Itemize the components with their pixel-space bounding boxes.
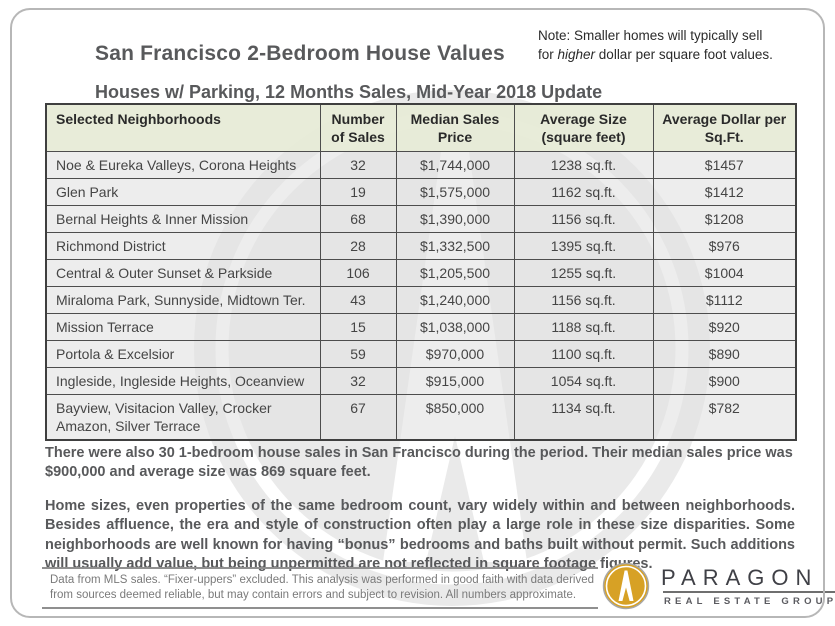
cell-neighborhood: Central & Outer Sunset & Parkside	[45, 259, 321, 287]
table-row: Central & Outer Sunset & Parkside 106 $1…	[45, 259, 797, 287]
header-neighborhoods: Selected Neighborhoods	[45, 103, 321, 152]
cell-average-dollar: $1412	[652, 178, 797, 206]
cell-median-price: $1,744,000	[395, 151, 515, 179]
cell-average-size: 1238 sq.ft.	[513, 151, 654, 179]
cell-number-of-sales: 28	[319, 232, 397, 260]
cell-neighborhood: Portola & Excelsior	[45, 340, 321, 368]
cell-average-dollar: $1208	[652, 205, 797, 233]
cell-average-size: 1156 sq.ft.	[513, 205, 654, 233]
cell-number-of-sales: 43	[319, 286, 397, 314]
cell-neighborhood: Bernal Heights & Inner Mission	[45, 205, 321, 233]
cell-average-size: 1395 sq.ft.	[513, 232, 654, 260]
cell-median-price: $1,038,000	[395, 313, 515, 341]
note-text: Note: Smaller homes will typically sell …	[538, 27, 823, 65]
cell-average-dollar: $1112	[652, 286, 797, 314]
cell-median-price: $850,000	[395, 394, 515, 441]
table-row: Mission Terrace 15 $1,038,000 1188 sq.ft…	[45, 313, 797, 341]
disclaimer: Data from MLS sales. “Fixer-uppers” excl…	[42, 567, 598, 609]
table-header-row: Selected Neighborhoods Number of Sales M…	[45, 103, 797, 152]
table-row: Bayview, Visitacion Valley, Crocker Amaz…	[45, 394, 797, 441]
cell-neighborhood: Noe & Eureka Valleys, Corona Heights	[45, 151, 321, 179]
header-number-of-sales: Number of Sales	[319, 103, 397, 152]
logo-divider	[663, 590, 835, 593]
cell-number-of-sales: 67	[319, 394, 397, 441]
cell-average-size: 1156 sq.ft.	[513, 286, 654, 314]
cell-number-of-sales: 15	[319, 313, 397, 341]
cell-average-size: 1100 sq.ft.	[513, 340, 654, 368]
cell-average-dollar: $976	[652, 232, 797, 260]
cell-median-price: $915,000	[395, 367, 515, 395]
cell-neighborhood: Richmond District	[45, 232, 321, 260]
cell-average-dollar: $782	[652, 394, 797, 441]
paragraph-1bedroom-sales: There were also 30 1-bedroom house sales…	[45, 445, 793, 481]
note-line1: Note: Smaller homes will typically sell	[538, 28, 763, 43]
note-line2-prefix: for	[538, 46, 558, 62]
cell-median-price: $1,332,500	[395, 232, 515, 260]
cell-neighborhood: Ingleside, Ingleside Heights, Oceanview	[45, 367, 321, 395]
cell-average-dollar: $900	[652, 367, 797, 395]
header-average-dollar: Average Dollar per Sq.Ft.	[652, 103, 797, 152]
cell-average-dollar: $890	[652, 340, 797, 368]
cell-average-dollar: $1004	[652, 259, 797, 287]
table-row: Bernal Heights & Inner Mission 68 $1,390…	[45, 205, 797, 233]
cell-number-of-sales: 19	[319, 178, 397, 206]
logo-text: PARAGON REAL ESTATE GROUP	[661, 564, 835, 607]
cell-median-price: $1,390,000	[395, 205, 515, 233]
cell-median-price: $1,205,500	[395, 259, 515, 287]
paragon-circle-icon	[602, 562, 650, 610]
cell-average-dollar: $1457	[652, 151, 797, 179]
logo-name: PARAGON	[661, 564, 819, 590]
cell-median-price: $1,240,000	[395, 286, 515, 314]
page-subtitle: Houses w/ Parking, 12 Months Sales, Mid-…	[95, 82, 603, 102]
table-body: Noe & Eureka Valleys, Corona Heights 32 …	[45, 151, 797, 441]
cell-neighborhood: Mission Terrace	[45, 313, 321, 341]
cell-number-of-sales: 106	[319, 259, 397, 287]
cell-neighborhood: Glen Park	[45, 178, 321, 206]
note-italic-word: higher	[557, 46, 596, 62]
cell-average-size: 1255 sq.ft.	[513, 259, 654, 287]
cell-neighborhood: Bayview, Visitacion Valley, Crocker Amaz…	[45, 394, 321, 441]
table-row: Ingleside, Ingleside Heights, Oceanview …	[45, 367, 797, 395]
page-title: San Francisco 2-Bedroom House Values	[95, 42, 505, 65]
table-row: Miraloma Park, Sunnyside, Midtown Ter. 4…	[45, 286, 797, 314]
cell-average-size: 1054 sq.ft.	[513, 367, 654, 395]
cell-average-size: 1134 sq.ft.	[513, 394, 654, 441]
paragon-logo: PARAGON REAL ESTATE GROUP	[602, 562, 835, 610]
table-row: Portola & Excelsior 59 $970,000 1100 sq.…	[45, 340, 797, 368]
header-median-price: Median Sales Price	[395, 103, 515, 152]
table-row: Noe & Eureka Valleys, Corona Heights 32 …	[45, 151, 797, 179]
table-row: Glen Park 19 $1,575,000 1162 sq.ft. $141…	[45, 178, 797, 206]
cell-median-price: $1,575,000	[395, 178, 515, 206]
note-line2-suffix: dollar per square foot values.	[595, 46, 773, 62]
cell-median-price: $970,000	[395, 340, 515, 368]
logo-tagline: REAL ESTATE GROUP	[664, 595, 835, 607]
cell-average-size: 1188 sq.ft.	[513, 313, 654, 341]
cell-average-size: 1162 sq.ft.	[513, 178, 654, 206]
cell-average-dollar: $920	[652, 313, 797, 341]
table-row: Richmond District 28 $1,332,500 1395 sq.…	[45, 232, 797, 260]
header-average-size: Average Size (square feet)	[513, 103, 654, 152]
cell-number-of-sales: 68	[319, 205, 397, 233]
cell-number-of-sales: 32	[319, 151, 397, 179]
cell-number-of-sales: 59	[319, 340, 397, 368]
cell-number-of-sales: 32	[319, 367, 397, 395]
cell-neighborhood: Miraloma Park, Sunnyside, Midtown Ter.	[45, 286, 321, 314]
sales-table: Selected Neighborhoods Number of Sales M…	[45, 103, 797, 441]
